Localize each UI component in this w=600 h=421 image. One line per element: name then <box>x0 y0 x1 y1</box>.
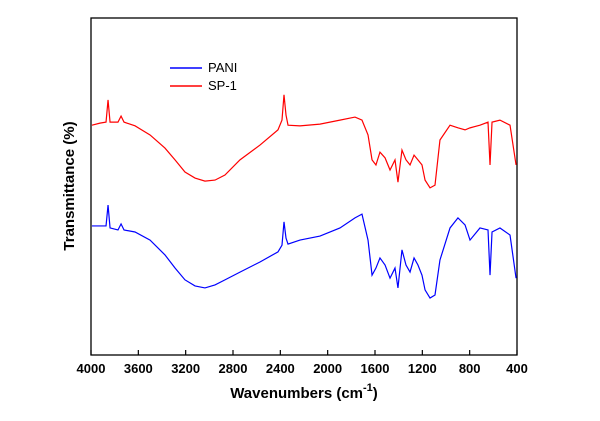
x-tick-label: 4000 <box>77 361 106 376</box>
plot-frame <box>90 17 518 356</box>
x-tick-label: 800 <box>459 361 481 376</box>
x-tick-label: 1200 <box>408 361 437 376</box>
x-tick-label: 2400 <box>266 361 295 376</box>
x-tick-label: 3200 <box>171 361 200 376</box>
x-axis-title-suffix: ) <box>373 385 378 402</box>
x-tick-label: 2000 <box>313 361 342 376</box>
series-line <box>91 204 517 299</box>
x-tick-label: 1600 <box>361 361 390 376</box>
legend-label: SP-1 <box>208 78 237 93</box>
y-axis-title: Transmittance (%) <box>61 121 78 250</box>
x-axis-title-superscript: -1 <box>363 382 373 394</box>
series-line <box>91 94 517 189</box>
x-tick-label: 2800 <box>219 361 248 376</box>
x-axis-title: Wavenumbers (cm-1) <box>230 382 378 402</box>
x-tick-label: 400 <box>506 361 528 376</box>
x-axis-title-text: Wavenumbers (cm <box>230 385 363 402</box>
x-tick-label: 3600 <box>124 361 153 376</box>
legend-label: PANI <box>208 60 237 75</box>
